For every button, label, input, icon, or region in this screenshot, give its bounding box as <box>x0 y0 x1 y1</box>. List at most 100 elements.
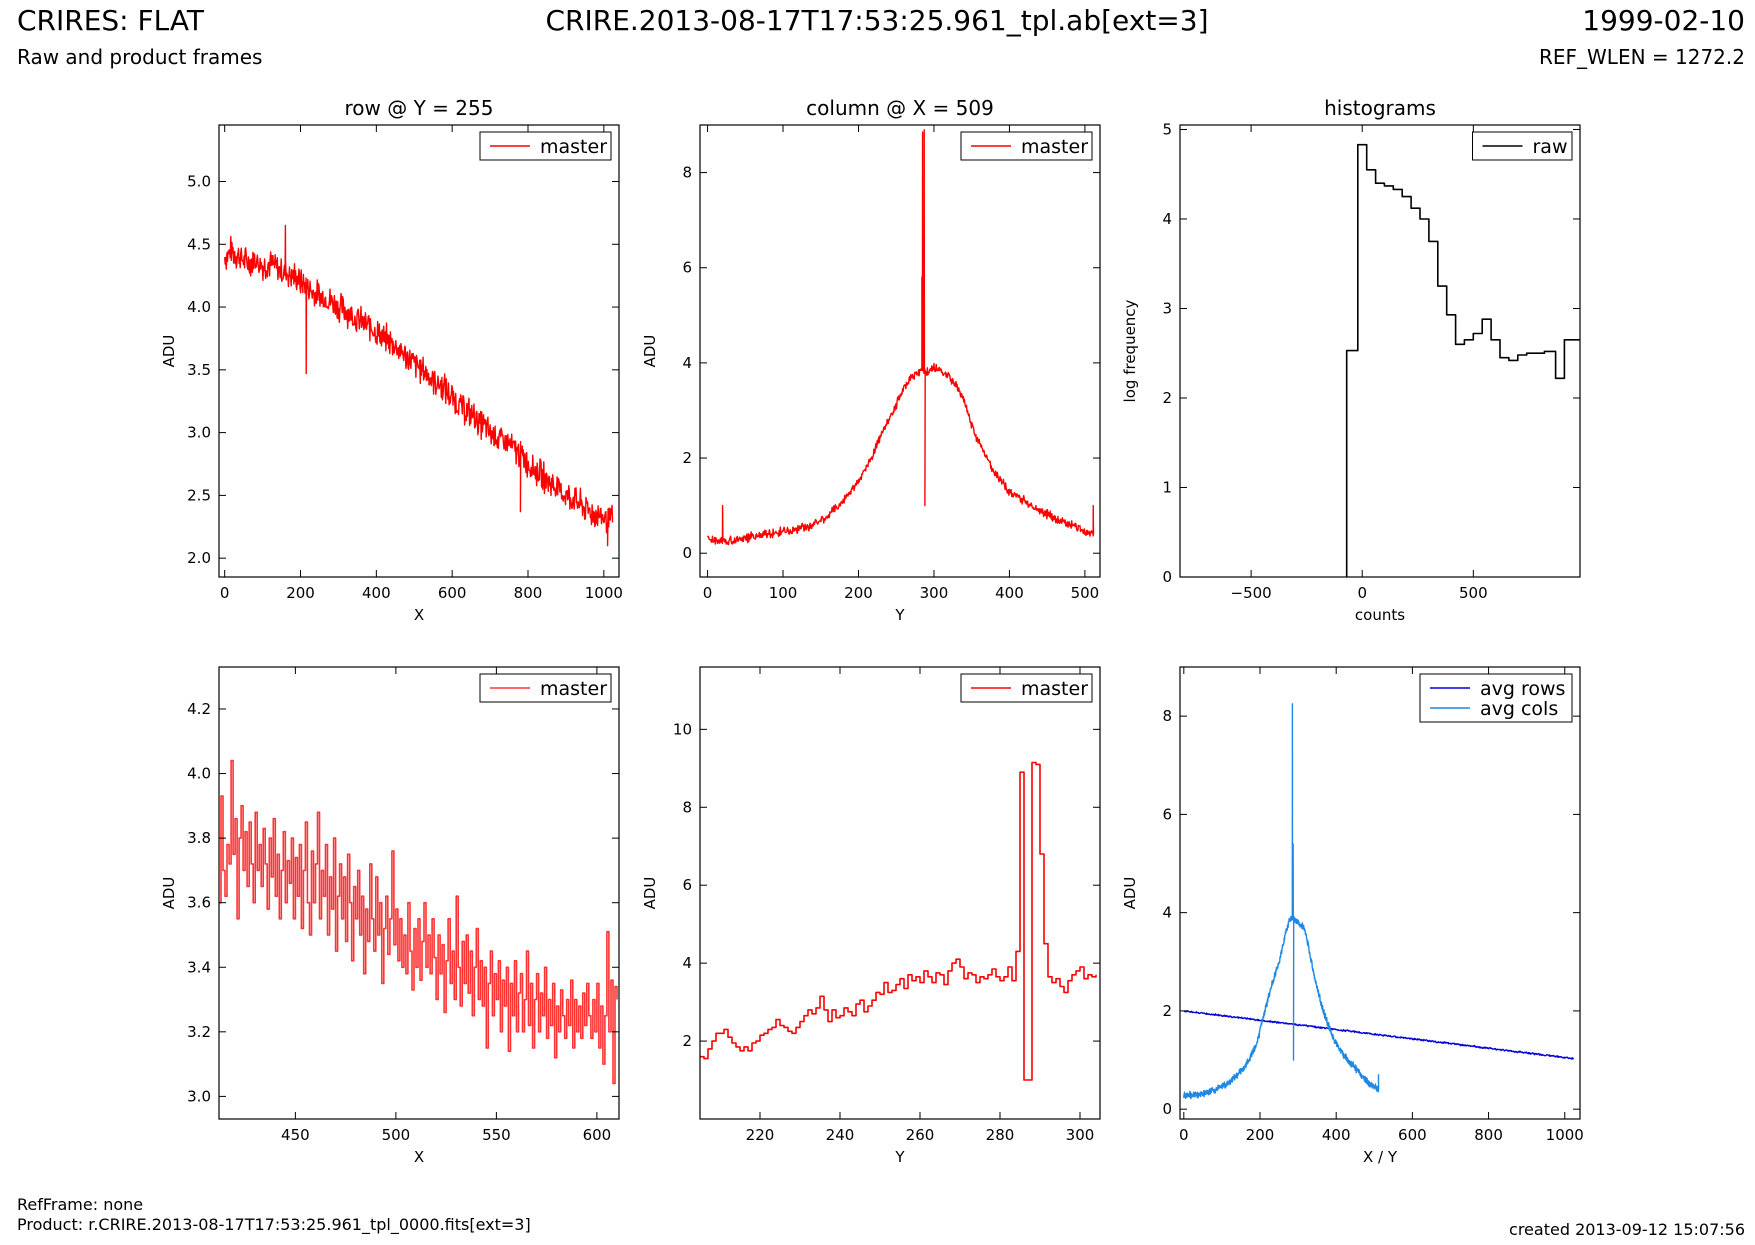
series-group <box>706 129 1095 546</box>
y-axis-label: ADU <box>160 335 178 368</box>
x-tick-label: 800 <box>514 584 543 602</box>
series-line-avg-cols <box>1183 703 1380 1100</box>
chart-row-zoom: 450 500 550 600 3.0 3.2 3.4 3.6 3.8 4.0 4.2 X ADU mas… <box>160 666 620 1166</box>
refframe-label: RefFrame: none <box>17 1195 144 1214</box>
series-line-master <box>706 129 1095 546</box>
y-tick-label: 10 <box>673 720 692 738</box>
series-group <box>1183 703 1575 1100</box>
y-tick-label: 3 <box>1162 299 1172 317</box>
x-axis-label: counts <box>1355 606 1405 624</box>
chart-title: column @ X = 509 <box>806 96 994 120</box>
legend-entry: master <box>540 678 607 700</box>
series-line-raw <box>1345 143 1580 577</box>
chart-title: histograms <box>1324 96 1436 120</box>
y-tick-label: 2 <box>682 1032 692 1050</box>
x-tick-label: 500 <box>382 1126 411 1144</box>
legend: master <box>479 131 612 161</box>
x-tick-label: 240 <box>826 1126 855 1144</box>
y-tick-label: 2 <box>1162 1002 1172 1020</box>
x-tick-label: 220 <box>746 1126 775 1144</box>
x-axis-label: X / Y <box>1363 1148 1398 1166</box>
legend-entry: raw <box>1533 136 1568 158</box>
y-tick-label: 3.0 <box>187 424 211 442</box>
series-line-master <box>219 759 618 1085</box>
y-tick-label: 4 <box>1162 904 1172 922</box>
legend: master <box>479 673 612 703</box>
legend-box <box>1419 673 1573 723</box>
plot-frame <box>699 124 1101 578</box>
x-tick-label: 1000 <box>585 584 623 602</box>
series-line-avg-rows <box>1183 1010 1575 1060</box>
x-tick-label: 450 <box>281 1126 310 1144</box>
y-tick-label: 4.2 <box>187 700 211 718</box>
x-tick-label: 280 <box>986 1126 1015 1144</box>
plot-frame <box>1179 124 1581 578</box>
legend-entry: master <box>1021 678 1088 700</box>
legend: master <box>960 131 1093 161</box>
x-tick-label: 400 <box>995 584 1024 602</box>
legend-entry: avg rows <box>1480 678 1565 700</box>
x-tick-label: 260 <box>906 1126 935 1144</box>
y-tick-label: 3.5 <box>187 361 211 379</box>
series-group <box>700 761 1097 1081</box>
page-title: CRIRES: FLAT <box>17 4 204 37</box>
y-tick-label: 2 <box>682 449 692 467</box>
x-tick-label: 200 <box>844 584 873 602</box>
legend-box <box>479 131 612 161</box>
plot-frame <box>218 666 620 1120</box>
x-tick-label: 200 <box>1246 1126 1275 1144</box>
y-axis-label: ADU <box>641 335 659 368</box>
x-tick-label: 600 <box>583 1126 612 1144</box>
legend: master <box>960 673 1093 703</box>
created-label: created 2013-09-12 15:07:56 <box>1509 1220 1745 1239</box>
y-tick-label: 4.0 <box>187 765 211 783</box>
y-tick-label: 3.4 <box>187 958 211 976</box>
y-axis-label: ADU <box>160 877 178 910</box>
x-tick-label: 100 <box>769 584 798 602</box>
x-tick-label: 0 <box>1179 1126 1189 1144</box>
chart-histograms: −500 0 500 0 1 2 3 4 5 histograms counts log freque… <box>1121 96 1581 624</box>
y-tick-label: 3.2 <box>187 1023 211 1041</box>
y-axis-label: ADU <box>641 877 659 910</box>
y-tick-label: 5.0 <box>187 173 211 191</box>
y-tick-label: 8 <box>1162 707 1172 725</box>
x-tick-label: 500 <box>1459 584 1488 602</box>
legend-entry: avg cols <box>1480 698 1558 720</box>
product-label: Product: r.CRIRE.2013-08-17T17:53:25.961… <box>17 1215 531 1234</box>
chart-averages: 0 200 400 600 800 1000 0 2 4 6 8 X / Y ADU avg rowsav… <box>1121 666 1584 1166</box>
chart-row: 0 200 400 600 800 1000 2.0 2.5 3.0 3.5 4.0 4.5 5.0 ro… <box>160 96 623 624</box>
y-tick-label: 4 <box>682 954 692 972</box>
y-tick-label: 4 <box>1162 210 1172 228</box>
x-axis-label: Y <box>894 1148 905 1166</box>
y-tick-label: 4.5 <box>187 235 211 253</box>
y-tick-label: 5 <box>1162 120 1172 138</box>
chart-column: 0 100 200 300 400 500 0 2 4 6 8 column @ X = 509 Y AD… <box>641 96 1101 624</box>
series-group <box>219 759 618 1085</box>
y-tick-label: 6 <box>682 876 692 894</box>
y-tick-label: 3.6 <box>187 894 211 912</box>
x-axis-label: X <box>414 1148 424 1166</box>
x-tick-label: 1000 <box>1546 1126 1584 1144</box>
y-tick-label: 3.8 <box>187 829 211 847</box>
chart-title: row @ Y = 255 <box>345 96 494 120</box>
x-axis-label: Y <box>894 606 905 624</box>
date-label: 1999-02-10 <box>1582 4 1745 37</box>
series-group <box>1345 143 1580 577</box>
plot-frame <box>1179 666 1581 1120</box>
y-axis-label: ADU <box>1121 877 1139 910</box>
y-tick-label: 1 <box>1162 478 1172 496</box>
y-axis-label: log frequency <box>1121 299 1139 402</box>
plot-frame <box>218 124 620 578</box>
series-line-master <box>224 224 614 547</box>
file-title: CRIRE.2013-08-17T17:53:25.961_tpl.ab[ext… <box>545 4 1209 37</box>
y-tick-label: 0 <box>1162 568 1172 586</box>
x-tick-label: 300 <box>920 584 949 602</box>
x-tick-label: 0 <box>1357 584 1367 602</box>
x-tick-label: 600 <box>1398 1126 1427 1144</box>
legend: raw <box>1472 131 1573 161</box>
x-tick-label: −500 <box>1231 584 1272 602</box>
y-tick-label: 3.0 <box>187 1087 211 1105</box>
y-tick-label: 6 <box>1162 805 1172 823</box>
legend-entry: master <box>1021 136 1088 158</box>
